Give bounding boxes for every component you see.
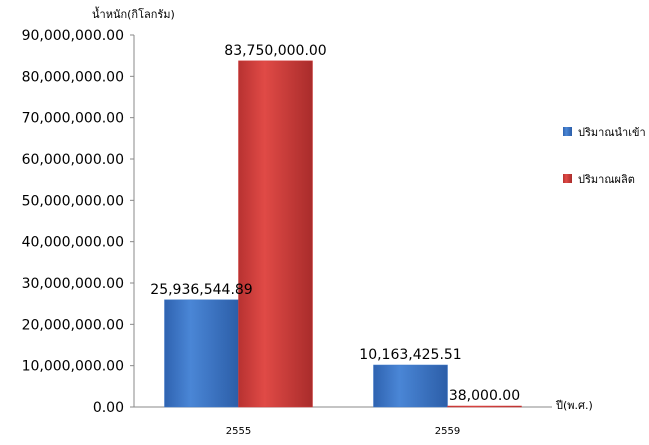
y-axis-title: น้ำหนัก(กิโลกรัม) <box>92 6 175 21</box>
bars <box>164 60 522 408</box>
legend-swatch <box>563 127 572 136</box>
x-axis-title: ปี(พ.ศ.) <box>555 399 593 412</box>
bar <box>164 299 239 408</box>
legend-label: ปริมาณผลิต <box>578 173 635 186</box>
y-tick-label: 60,000,000.00 <box>22 152 124 168</box>
bar <box>447 405 522 408</box>
y-tick-label: 0.00 <box>93 400 124 416</box>
data-label: 38,000.00 <box>449 388 520 404</box>
bar <box>373 364 448 408</box>
legend: ปริมาณนำเข้าปริมาณผลิต <box>563 126 646 186</box>
data-labels: 25,936,544.89 83,750,000.00 10,163,425.51 3… <box>150 43 520 404</box>
y-tick-label: 90,000,000.00 <box>22 28 124 44</box>
y-tick-label: 50,000,000.00 <box>22 193 124 209</box>
data-label: 10,163,425.51 <box>359 347 461 363</box>
y-tick-label: 40,000,000.00 <box>22 235 124 251</box>
legend-swatch <box>563 174 572 183</box>
bar <box>238 60 313 408</box>
axes: 0.00 10,000,000.00 20,000,000.00 30,000,000… <box>22 6 593 437</box>
legend-label: ปริมาณนำเข้า <box>578 126 646 139</box>
y-tick-label: 10,000,000.00 <box>22 359 124 375</box>
y-tick-label: 30,000,000.00 <box>22 276 124 292</box>
x-tick-label: 2555 <box>226 426 251 437</box>
y-tick-label: 70,000,000.00 <box>22 111 124 127</box>
y-tick-label: 80,000,000.00 <box>22 69 124 85</box>
data-label: 83,750,000.00 <box>224 43 326 59</box>
data-label: 25,936,544.89 <box>150 282 252 298</box>
y-tick-label: 20,000,000.00 <box>22 317 124 333</box>
x-tick-label: 2559 <box>435 426 460 437</box>
